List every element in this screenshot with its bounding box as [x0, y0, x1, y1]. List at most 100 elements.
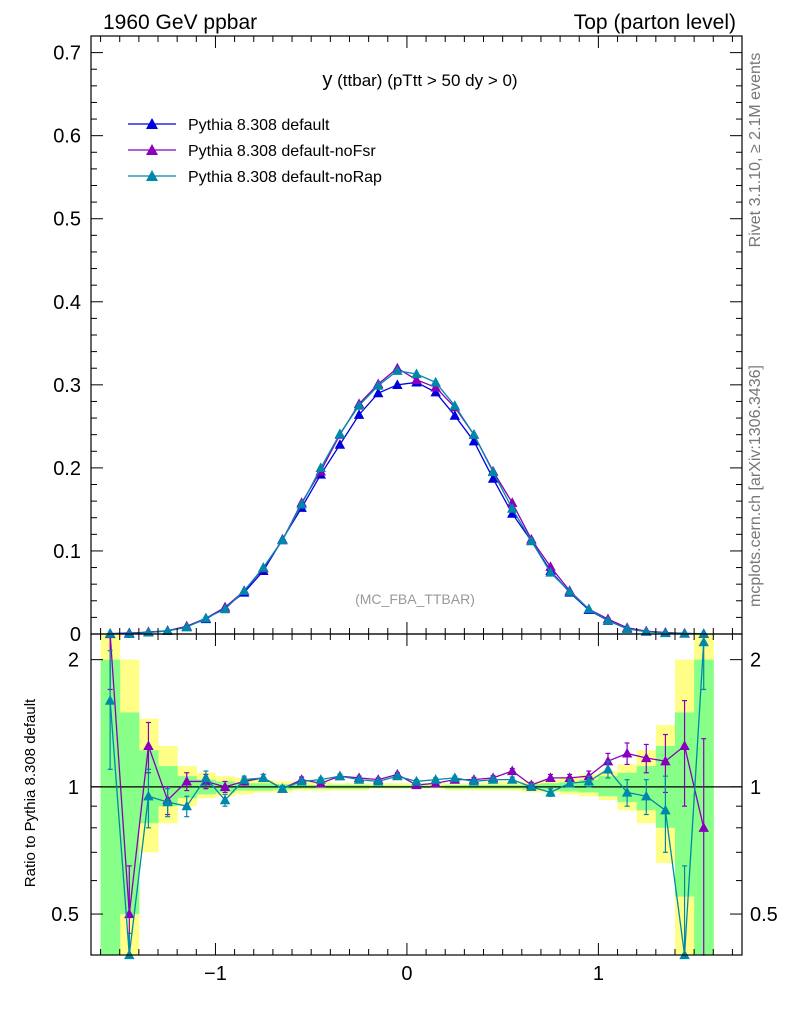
data-point-norap [238, 585, 250, 595]
data-point-norap [602, 615, 614, 625]
data-point-norap [468, 429, 480, 439]
data-point-norap [392, 365, 403, 375]
x-tick-label: 0 [401, 963, 412, 985]
ratio-point-norap [104, 695, 116, 705]
ratio-frame [90, 633, 743, 956]
legend: Pythia 8.308 default Pythia 8.308 defaul… [128, 117, 382, 186]
ratio-band-green [158, 766, 178, 807]
data-point-norap [507, 503, 518, 513]
data-point-norap [526, 535, 537, 546]
data-point-norap [583, 603, 595, 614]
ratio-point-norap [372, 775, 384, 786]
y-tick-label: 0.5 [53, 209, 81, 231]
data-point-default [487, 473, 499, 483]
ratio-point-norap [277, 783, 288, 793]
data-point-norap [162, 625, 173, 636]
data-point-default [468, 435, 480, 446]
ratio-point-norap [411, 775, 422, 786]
y-tick-label: 0.7 [53, 43, 81, 65]
y-tick-label: 0 [70, 624, 81, 646]
ratio-point-norap [545, 786, 556, 797]
data-point-norap [181, 621, 192, 632]
ratio-point-norap [258, 772, 269, 783]
main-series [104, 362, 709, 638]
y-tick-label: 0.3 [53, 375, 81, 397]
data-point-norap [277, 534, 288, 545]
header-right: Top (parton level) [574, 11, 736, 34]
ratio-point-norap [602, 763, 614, 774]
ratio-point-nofsr [219, 781, 231, 791]
ratio-ylabel: Ratio to Pythia 8.308 default [22, 698, 39, 887]
data-point-default [430, 386, 441, 397]
ratio-point-norap [660, 804, 671, 815]
legend-marker-default [146, 118, 158, 129]
watermark: (MC_FBA_TTBAR) [355, 591, 475, 607]
data-point-norap [411, 368, 422, 379]
ratio-point-norap [334, 770, 346, 781]
legend-marker-nofsr [146, 144, 158, 155]
ratio-point-norap [219, 794, 231, 805]
y-tick-label: 0.4 [53, 292, 81, 314]
ratio-point-norap [143, 790, 154, 801]
ratio-point-norap [200, 772, 212, 783]
chart-title-rest: (ttbar) (pTtt > 50 dy > 0) [332, 71, 517, 90]
ratio-tick-label-right: 2 [750, 650, 761, 672]
ratio-point-nofsr [507, 765, 518, 776]
data-point-norap [660, 627, 671, 638]
ratio-point-norap [449, 772, 461, 783]
ratio-point-nofsr [641, 752, 652, 763]
data-point-default [372, 387, 384, 398]
ratio-point-norap [238, 774, 250, 784]
legend-item-nofsr: Pythia 8.308 default-noFsr [128, 143, 376, 160]
ratio-tick-label-left: 0.5 [51, 904, 79, 926]
data-point-norap [487, 466, 499, 477]
legend-marker-norap [146, 170, 158, 181]
data-point-norap [545, 567, 556, 577]
data-point-norap [564, 586, 575, 596]
ratio-point-nofsr [679, 740, 690, 751]
ratio-point-norap [181, 800, 192, 811]
ratio-point-norap [468, 775, 480, 786]
ratio-point-norap [487, 774, 499, 784]
data-point-default [353, 409, 365, 419]
ratio-point-norap [353, 774, 365, 784]
legend-item-default: Pythia 8.308 default [128, 117, 330, 134]
data-point-norap [679, 628, 690, 638]
rivet-label: Rivet 3.1.10, ≥ 2.1M events [747, 53, 764, 248]
data-point-norap [449, 400, 461, 410]
ratio-point-nofsr [698, 822, 709, 832]
y-tick-label: 0.6 [53, 126, 81, 148]
ratio-point-norap [430, 774, 441, 784]
ratio-tick-label-left: 2 [68, 650, 79, 672]
data-point-norap [258, 562, 269, 572]
ratio-point-norap [564, 777, 575, 788]
ratio-point-norap [124, 949, 135, 960]
data-point-norap [315, 462, 326, 473]
data-point-norap [219, 603, 231, 614]
y-tick-label: 0.1 [53, 541, 81, 563]
ratio-point-nofsr [564, 772, 575, 783]
data-point-norap [296, 498, 307, 509]
ratio-point-nofsr [545, 772, 556, 783]
ratio-series [104, 628, 709, 960]
ratio-point-nofsr [660, 755, 671, 766]
ratio-point-nofsr [181, 775, 192, 786]
ratio-point-norap [621, 786, 633, 797]
legend-label-nofsr: Pythia 8.308 default-noFsr [188, 143, 376, 160]
data-point-default [392, 379, 403, 389]
ratio-point-norap [315, 774, 326, 784]
data-point-norap [641, 626, 652, 636]
chart-title-main: y [322, 69, 332, 91]
ratio-point-norap [526, 781, 537, 791]
data-point-default [507, 508, 518, 518]
ratio-point-nofsr [621, 747, 633, 758]
ratio-point-norap [296, 775, 307, 786]
data-point-nofsr [411, 374, 422, 384]
ratio-point-norap [507, 774, 518, 784]
data-point-default [334, 439, 346, 449]
mcplots-label: mcplots.cern.ch [arXiv:1306.3436] [747, 365, 764, 607]
data-point-nofsr [430, 381, 441, 392]
series-line-norap [110, 370, 704, 635]
ratio-point-norap [698, 636, 709, 647]
